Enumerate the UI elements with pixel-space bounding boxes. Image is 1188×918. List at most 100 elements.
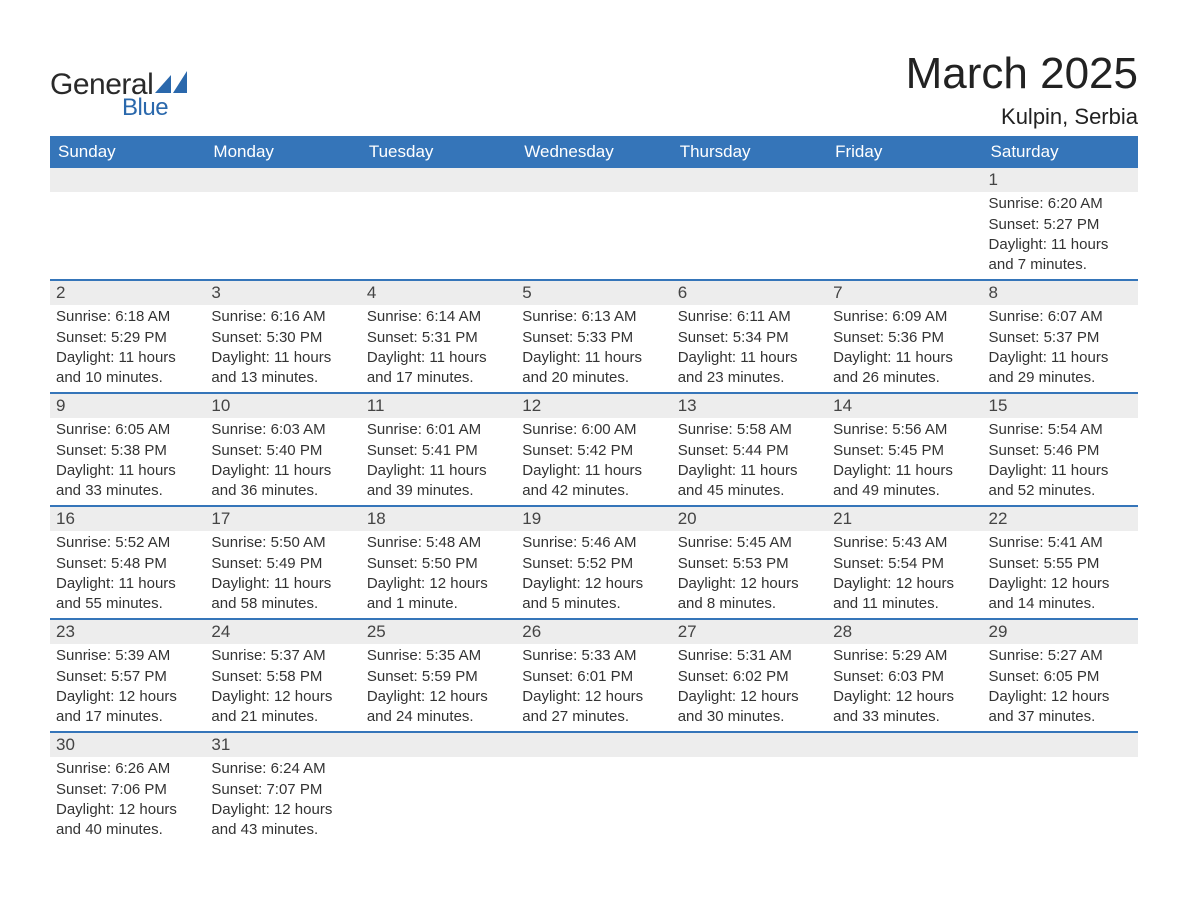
brand-text-blue: Blue bbox=[122, 94, 168, 122]
sunset-text: Sunset: 5:29 PM bbox=[56, 328, 199, 348]
daylight-text: Daylight: 11 hours and 45 minutes. bbox=[678, 461, 821, 502]
daylight-text: Daylight: 11 hours and 10 minutes. bbox=[56, 348, 199, 389]
daylight-text: Daylight: 12 hours and 37 minutes. bbox=[989, 687, 1132, 728]
day-detail-cell: Sunrise: 6:18 AMSunset: 5:29 PMDaylight:… bbox=[50, 305, 205, 393]
day-number-cell bbox=[361, 168, 516, 192]
sunrise-text: Sunrise: 6:24 AM bbox=[211, 759, 354, 779]
day-number-cell bbox=[672, 168, 827, 192]
day-detail-cell: Sunrise: 5:37 AMSunset: 5:58 PMDaylight:… bbox=[205, 644, 360, 732]
daylight-text: Daylight: 12 hours and 14 minutes. bbox=[989, 574, 1132, 615]
calendar-table: Sunday Monday Tuesday Wednesday Thursday… bbox=[50, 136, 1138, 844]
day-number: 16 bbox=[56, 509, 75, 528]
day-number-cell: 7 bbox=[827, 281, 982, 305]
day-number-cell bbox=[827, 168, 982, 192]
sunset-text: Sunset: 5:48 PM bbox=[56, 554, 199, 574]
sunset-text: Sunset: 5:33 PM bbox=[522, 328, 665, 348]
day-detail-cell: Sunrise: 5:52 AMSunset: 5:48 PMDaylight:… bbox=[50, 531, 205, 619]
day-detail-cell bbox=[361, 192, 516, 280]
day-number: 17 bbox=[211, 509, 230, 528]
day-number-cell: 16 bbox=[50, 507, 205, 531]
brand-logo: General Blue bbox=[50, 50, 187, 122]
day-number-row: 1 bbox=[50, 168, 1138, 192]
day-number: 24 bbox=[211, 622, 230, 641]
sunrise-text: Sunrise: 6:16 AM bbox=[211, 307, 354, 327]
sunrise-text: Sunrise: 5:41 AM bbox=[989, 533, 1132, 553]
day-number: 18 bbox=[367, 509, 386, 528]
day-detail-cell: Sunrise: 5:43 AMSunset: 5:54 PMDaylight:… bbox=[827, 531, 982, 619]
day-number-cell: 9 bbox=[50, 394, 205, 418]
daylight-text: Daylight: 11 hours and 42 minutes. bbox=[522, 461, 665, 502]
day-detail-cell bbox=[672, 192, 827, 280]
day-number-row: 2345678 bbox=[50, 281, 1138, 305]
day-number-cell: 11 bbox=[361, 394, 516, 418]
daylight-text: Daylight: 11 hours and 20 minutes. bbox=[522, 348, 665, 389]
day-detail-cell: Sunrise: 5:35 AMSunset: 5:59 PMDaylight:… bbox=[361, 644, 516, 732]
sunset-text: Sunset: 5:40 PM bbox=[211, 441, 354, 461]
sunset-text: Sunset: 5:45 PM bbox=[833, 441, 976, 461]
day-detail-cell: Sunrise: 5:46 AMSunset: 5:52 PMDaylight:… bbox=[516, 531, 671, 619]
sunrise-text: Sunrise: 5:54 AM bbox=[989, 420, 1132, 440]
sunset-text: Sunset: 5:52 PM bbox=[522, 554, 665, 574]
day-number-cell: 2 bbox=[50, 281, 205, 305]
day-number-cell: 1 bbox=[983, 168, 1138, 192]
weekday-header: Saturday bbox=[983, 136, 1138, 168]
day-number-cell: 12 bbox=[516, 394, 671, 418]
day-detail-cell: Sunrise: 6:00 AMSunset: 5:42 PMDaylight:… bbox=[516, 418, 671, 506]
sunset-text: Sunset: 5:34 PM bbox=[678, 328, 821, 348]
sunrise-text: Sunrise: 6:09 AM bbox=[833, 307, 976, 327]
daylight-text: Daylight: 11 hours and 33 minutes. bbox=[56, 461, 199, 502]
sunrise-text: Sunrise: 5:50 AM bbox=[211, 533, 354, 553]
sunset-text: Sunset: 5:46 PM bbox=[989, 441, 1132, 461]
sunrise-text: Sunrise: 6:07 AM bbox=[989, 307, 1132, 327]
day-number-cell: 19 bbox=[516, 507, 671, 531]
day-detail-cell: Sunrise: 5:39 AMSunset: 5:57 PMDaylight:… bbox=[50, 644, 205, 732]
sunrise-text: Sunrise: 6:26 AM bbox=[56, 759, 199, 779]
day-number: 6 bbox=[678, 283, 687, 302]
sunset-text: Sunset: 5:27 PM bbox=[989, 215, 1132, 235]
day-detail-cell: Sunrise: 5:58 AMSunset: 5:44 PMDaylight:… bbox=[672, 418, 827, 506]
day-number-cell: 22 bbox=[983, 507, 1138, 531]
sunset-text: Sunset: 6:02 PM bbox=[678, 667, 821, 687]
day-number: 20 bbox=[678, 509, 697, 528]
day-number: 7 bbox=[833, 283, 842, 302]
day-detail-row: Sunrise: 6:26 AMSunset: 7:06 PMDaylight:… bbox=[50, 757, 1138, 844]
day-detail-row: Sunrise: 5:39 AMSunset: 5:57 PMDaylight:… bbox=[50, 644, 1138, 732]
day-detail-cell: Sunrise: 6:07 AMSunset: 5:37 PMDaylight:… bbox=[983, 305, 1138, 393]
sunrise-text: Sunrise: 6:00 AM bbox=[522, 420, 665, 440]
sunset-text: Sunset: 5:38 PM bbox=[56, 441, 199, 461]
day-number-cell bbox=[516, 168, 671, 192]
day-detail-cell: Sunrise: 6:24 AMSunset: 7:07 PMDaylight:… bbox=[205, 757, 360, 844]
sunrise-text: Sunrise: 5:46 AM bbox=[522, 533, 665, 553]
daylight-text: Daylight: 11 hours and 52 minutes. bbox=[989, 461, 1132, 502]
day-detail-row: Sunrise: 6:20 AMSunset: 5:27 PMDaylight:… bbox=[50, 192, 1138, 280]
sunset-text: Sunset: 7:06 PM bbox=[56, 780, 199, 800]
daylight-text: Daylight: 12 hours and 8 minutes. bbox=[678, 574, 821, 615]
day-number-cell: 26 bbox=[516, 620, 671, 644]
sunset-text: Sunset: 5:30 PM bbox=[211, 328, 354, 348]
weekday-header-row: Sunday Monday Tuesday Wednesday Thursday… bbox=[50, 136, 1138, 168]
sunrise-text: Sunrise: 5:37 AM bbox=[211, 646, 354, 666]
day-number-cell bbox=[827, 733, 982, 757]
day-detail-cell bbox=[516, 757, 671, 844]
day-number-row: 16 17 18 19 20 21 22 bbox=[50, 507, 1138, 531]
day-detail-cell: Sunrise: 5:54 AMSunset: 5:46 PMDaylight:… bbox=[983, 418, 1138, 506]
weekday-header: Sunday bbox=[50, 136, 205, 168]
daylight-text: Daylight: 12 hours and 40 minutes. bbox=[56, 800, 199, 841]
day-number: 13 bbox=[678, 396, 697, 415]
day-detail-cell: Sunrise: 5:27 AMSunset: 6:05 PMDaylight:… bbox=[983, 644, 1138, 732]
daylight-text: Daylight: 11 hours and 55 minutes. bbox=[56, 574, 199, 615]
daylight-text: Daylight: 12 hours and 11 minutes. bbox=[833, 574, 976, 615]
sunrise-text: Sunrise: 6:01 AM bbox=[367, 420, 510, 440]
day-detail-cell bbox=[827, 192, 982, 280]
day-detail-cell: Sunrise: 5:33 AMSunset: 6:01 PMDaylight:… bbox=[516, 644, 671, 732]
day-number: 21 bbox=[833, 509, 852, 528]
day-number-cell: 21 bbox=[827, 507, 982, 531]
weekday-header: Thursday bbox=[672, 136, 827, 168]
day-detail-cell: Sunrise: 6:09 AMSunset: 5:36 PMDaylight:… bbox=[827, 305, 982, 393]
day-detail-cell bbox=[983, 757, 1138, 844]
day-number: 29 bbox=[989, 622, 1008, 641]
daylight-text: Daylight: 12 hours and 33 minutes. bbox=[833, 687, 976, 728]
sunset-text: Sunset: 6:03 PM bbox=[833, 667, 976, 687]
sunset-text: Sunset: 5:55 PM bbox=[989, 554, 1132, 574]
day-number-cell: 4 bbox=[361, 281, 516, 305]
